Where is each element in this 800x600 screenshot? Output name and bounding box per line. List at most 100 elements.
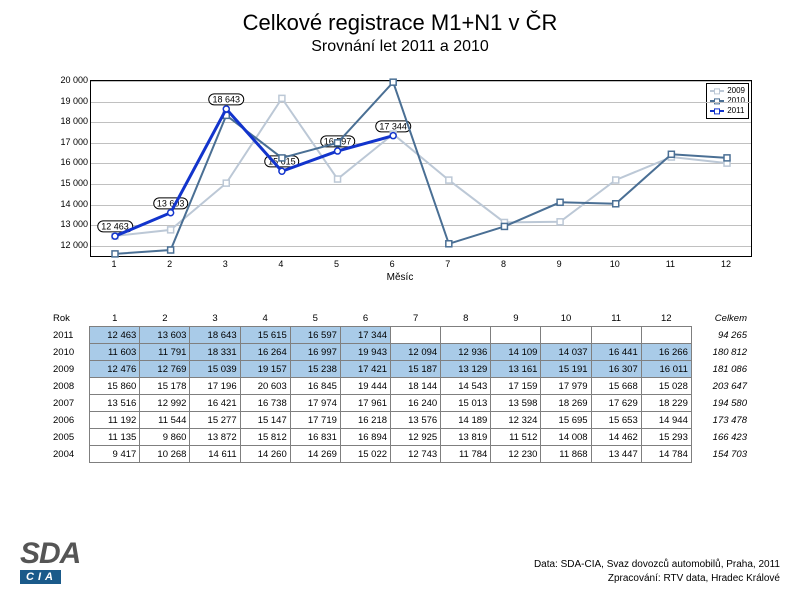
series-marker [668,151,674,157]
table-cell: 19 157 [240,361,290,378]
table-cell: 19 943 [340,344,390,361]
table-cell: 15 668 [591,378,641,395]
table-cell: 13 819 [441,429,491,446]
table-cell: 11 544 [140,412,190,429]
chart-series [91,81,751,256]
table-cell: 12 992 [140,395,190,412]
y-tick-label: 18 000 [50,116,88,126]
table-cell: 12 936 [441,344,491,361]
x-tick-label: 10 [610,259,620,269]
table-header-month: 6 [340,310,390,327]
table-cell: 12 769 [140,361,190,378]
series-marker [335,176,341,182]
data-table-wrap: Rok123456789101112Celkem201112 46313 603… [50,310,750,463]
table-cell [491,327,541,344]
table-cell: 16 845 [290,378,340,395]
series-marker [335,148,341,154]
table-cell: 11 868 [541,446,591,463]
series-marker [557,199,563,205]
table-cell: 11 512 [491,429,541,446]
table-cell: 13 872 [190,429,240,446]
footer-line-2: Zpracování: RTV data, Hradec Králové [534,572,780,586]
series-marker [335,140,341,146]
table-cell: 16 266 [641,344,691,361]
logo-top: SDA [20,540,80,567]
table-cell: 11 791 [140,344,190,361]
series-line-2010 [115,82,727,254]
table-cell: 18 269 [541,395,591,412]
table-cell: 16 894 [340,429,390,446]
series-marker [168,247,174,253]
chart-area: 12 00013 00014 00015 00016 00017 00018 0… [50,80,750,280]
series-marker [446,241,452,247]
series-marker [613,177,619,183]
table-cell: 14 784 [641,446,691,463]
series-marker [279,95,285,101]
table-cell-total: 194 580 [691,395,750,412]
series-marker [223,106,229,112]
y-tick-label: 12 000 [50,240,88,250]
table-row: 200815 86015 17817 19620 60316 84519 444… [50,378,750,395]
x-tick-label: 5 [334,259,339,269]
table-cell: 13 447 [591,446,641,463]
logo-bottom: CIA [20,570,61,584]
table-cell: 14 189 [441,412,491,429]
table-cell: 15 147 [240,412,290,429]
table-cell: 9 860 [140,429,190,446]
table-cell: 18 144 [391,378,441,395]
table-cell-year: 2006 [50,412,90,429]
table-cell: 14 037 [541,344,591,361]
table-cell: 15 178 [140,378,190,395]
table-cell: 16 831 [290,429,340,446]
x-axis-title: Měsíc [387,272,414,283]
table-cell: 16 441 [591,344,641,361]
series-marker [613,201,619,207]
footer-line-1: Data: SDA-CIA, Svaz dovozců automobilů, … [534,558,780,572]
x-tick-label: 3 [223,259,228,269]
data-table: Rok123456789101112Celkem201112 46313 603… [50,310,750,463]
table-cell-total: 203 647 [691,378,750,395]
table-cell: 11 784 [441,446,491,463]
table-cell-year: 2004 [50,446,90,463]
y-tick-label: 16 000 [50,157,88,167]
table-cell [391,327,441,344]
table-cell: 15 238 [290,361,340,378]
table-cell: 17 159 [491,378,541,395]
series-marker [279,168,285,174]
series-marker [501,223,507,229]
table-cell: 14 260 [240,446,290,463]
table-cell: 17 196 [190,378,240,395]
table-cell: 16 240 [391,395,441,412]
table-cell: 9 417 [90,446,140,463]
table-cell: 18 643 [190,327,240,344]
table-cell: 11 192 [90,412,140,429]
table-cell: 16 011 [641,361,691,378]
table-cell: 16 597 [290,327,340,344]
y-tick-label: 13 000 [50,219,88,229]
x-tick-label: 9 [557,259,562,269]
table-cell-year: 2005 [50,429,90,446]
table-cell [441,327,491,344]
series-marker [446,177,452,183]
table-row: 20049 41710 26814 61114 26014 26915 0221… [50,446,750,463]
table-cell: 15 187 [391,361,441,378]
table-cell: 16 997 [290,344,340,361]
table-cell: 18 331 [190,344,240,361]
series-marker [168,210,174,216]
y-tick-label: 15 000 [50,178,88,188]
table-cell: 16 421 [190,395,240,412]
x-tick-label: 6 [390,259,395,269]
table-cell-total: 154 703 [691,446,750,463]
table-cell [541,327,591,344]
table-header-month: 10 [541,310,591,327]
table-cell [641,327,691,344]
table-cell: 12 925 [391,429,441,446]
table-cell: 13 603 [140,327,190,344]
table-cell: 17 719 [290,412,340,429]
table-cell-year: 2010 [50,344,90,361]
table-header-month: 5 [290,310,340,327]
table-cell: 15 277 [190,412,240,429]
table-cell: 14 109 [491,344,541,361]
table-cell: 11 135 [90,429,140,446]
table-cell: 13 516 [90,395,140,412]
